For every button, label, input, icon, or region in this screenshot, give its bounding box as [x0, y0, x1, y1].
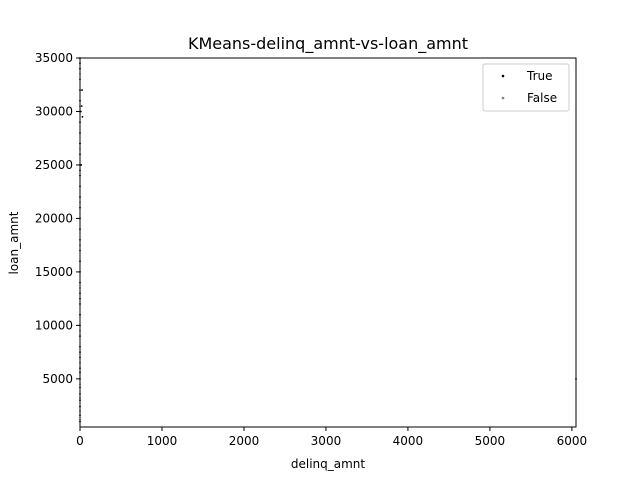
x-tick-label: 1000 [147, 434, 178, 448]
data-point-true [81, 89, 83, 91]
data-point-true [80, 105, 83, 108]
x-tick-label: 3000 [311, 434, 342, 448]
legend: True False [482, 63, 570, 112]
x-tick-label: 5000 [475, 434, 506, 448]
y-tick-label: 20000 [35, 211, 73, 225]
y-axis-label: loan_amnt [7, 211, 21, 274]
plot-frame [79, 57, 577, 428]
y-tick-label: 5000 [42, 372, 73, 386]
legend-label-false: False [527, 91, 557, 105]
y-tick-label: 15000 [35, 265, 73, 279]
y-tick-label: 10000 [35, 318, 73, 332]
points-layer [79, 57, 577, 423]
y-tick-label: 25000 [35, 158, 73, 172]
x-axis-ticks: 0 1000 2000 3000 4000 5000 6000 [76, 427, 587, 448]
legend-marker-true [501, 74, 505, 78]
x-tick-label: 0 [76, 434, 84, 448]
x-axis-label: delinq_amnt [291, 457, 366, 471]
x-tick-label: 4000 [393, 434, 424, 448]
legend-marker-false [501, 96, 505, 100]
legend-box [482, 63, 570, 112]
x-tick-label: 2000 [229, 434, 260, 448]
legend-label-true: True [526, 69, 553, 83]
data-point-true [81, 115, 84, 118]
data-point-true [80, 164, 83, 166]
y-tick-label: 30000 [35, 104, 73, 118]
chart-title: KMeans-delinq_amnt-vs-loan_amnt [188, 34, 468, 54]
x-tick-label: 6000 [557, 434, 588, 448]
y-tick-label: 35000 [35, 51, 73, 65]
y-axis-ticks: 5000 10000 15000 20000 25000 30000 35000 [35, 51, 80, 386]
